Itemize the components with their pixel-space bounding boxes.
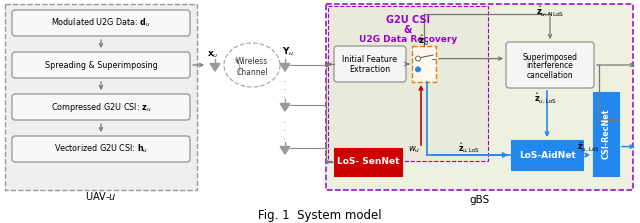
- Text: Initial Feature: Initial Feature: [342, 56, 397, 64]
- Polygon shape: [280, 64, 290, 71]
- Text: Wireless
Channel: Wireless Channel: [236, 57, 268, 77]
- FancyBboxPatch shape: [334, 46, 406, 82]
- Text: cancellation: cancellation: [527, 70, 573, 80]
- Bar: [334, 148, 402, 176]
- Text: UAV-$u$: UAV-$u$: [85, 190, 117, 202]
- Circle shape: [415, 56, 420, 61]
- Text: Modulated U2G Data: $\mathbf{d}_{u}$: Modulated U2G Data: $\mathbf{d}_{u}$: [51, 17, 151, 29]
- Bar: [511, 140, 583, 170]
- FancyBboxPatch shape: [12, 10, 190, 36]
- Bar: [412, 46, 436, 82]
- Bar: [328, 6, 488, 161]
- Polygon shape: [210, 64, 220, 71]
- Circle shape: [415, 67, 420, 72]
- FancyBboxPatch shape: [12, 136, 190, 162]
- Text: $\hat{\mathbf{z}}_{u,\mathrm{LoS}}$: $\hat{\mathbf{z}}_{u,\mathrm{LoS}}$: [458, 141, 480, 155]
- Text: CSI-RecNet: CSI-RecNet: [602, 109, 611, 159]
- Text: $\hat{\mathbf{z}}_{u,\mathrm{LoS}}$: $\hat{\mathbf{z}}_{u,\mathrm{LoS}}$: [534, 91, 557, 105]
- Bar: [326, 4, 633, 190]
- Text: &: &: [404, 25, 412, 35]
- Text: $\mathbf{Y}_{u}$: $\mathbf{Y}_{u}$: [282, 46, 294, 58]
- Text: $\bar{\mathbf{z}}_{u,\mathrm{LoS}}$: $\bar{\mathbf{z}}_{u,\mathrm{LoS}}$: [577, 142, 600, 154]
- Text: Extraction: Extraction: [349, 64, 390, 74]
- FancyBboxPatch shape: [12, 94, 190, 120]
- Text: Superimposed: Superimposed: [522, 52, 577, 62]
- Text: G2U CSI: G2U CSI: [386, 15, 430, 25]
- Text: $\hat{\mathbf{z}}_{u}$: $\hat{\mathbf{z}}_{u}$: [419, 34, 429, 48]
- Text: Vectorized G2U CSI: $\mathbf{h}_{u}$: Vectorized G2U CSI: $\mathbf{h}_{u}$: [54, 143, 148, 155]
- Text: U2G Data Recovery: U2G Data Recovery: [359, 35, 457, 45]
- Bar: [593, 92, 619, 176]
- Polygon shape: [280, 103, 290, 111]
- Text: ·
·
·: · · ·: [284, 118, 287, 145]
- Text: $w_{u}$: $w_{u}$: [408, 145, 420, 155]
- FancyBboxPatch shape: [506, 42, 594, 88]
- Text: Compressed G2U CSI: $\mathbf{z}_{u}$: Compressed G2U CSI: $\mathbf{z}_{u}$: [51, 101, 151, 114]
- Text: Spreading & Superimposing: Spreading & Superimposing: [45, 60, 157, 70]
- Bar: [5, 4, 197, 190]
- Text: LoS-AidNet: LoS-AidNet: [518, 151, 575, 159]
- Text: gBS: gBS: [469, 195, 490, 205]
- Text: Fig. 1  System model: Fig. 1 System model: [258, 209, 382, 223]
- Text: ·
·
·: · · ·: [284, 76, 287, 103]
- FancyBboxPatch shape: [12, 52, 190, 78]
- Polygon shape: [280, 147, 290, 154]
- Text: $\hat{\mathbf{z}}_{u,\mathrm{NLoS}}$: $\hat{\mathbf{z}}_{u,\mathrm{NLoS}}$: [536, 4, 564, 18]
- Text: $\mathbf{x}_{u}$: $\mathbf{x}_{u}$: [207, 50, 219, 60]
- Text: LoS- SenNet: LoS- SenNet: [337, 157, 399, 167]
- Text: interference: interference: [527, 62, 573, 70]
